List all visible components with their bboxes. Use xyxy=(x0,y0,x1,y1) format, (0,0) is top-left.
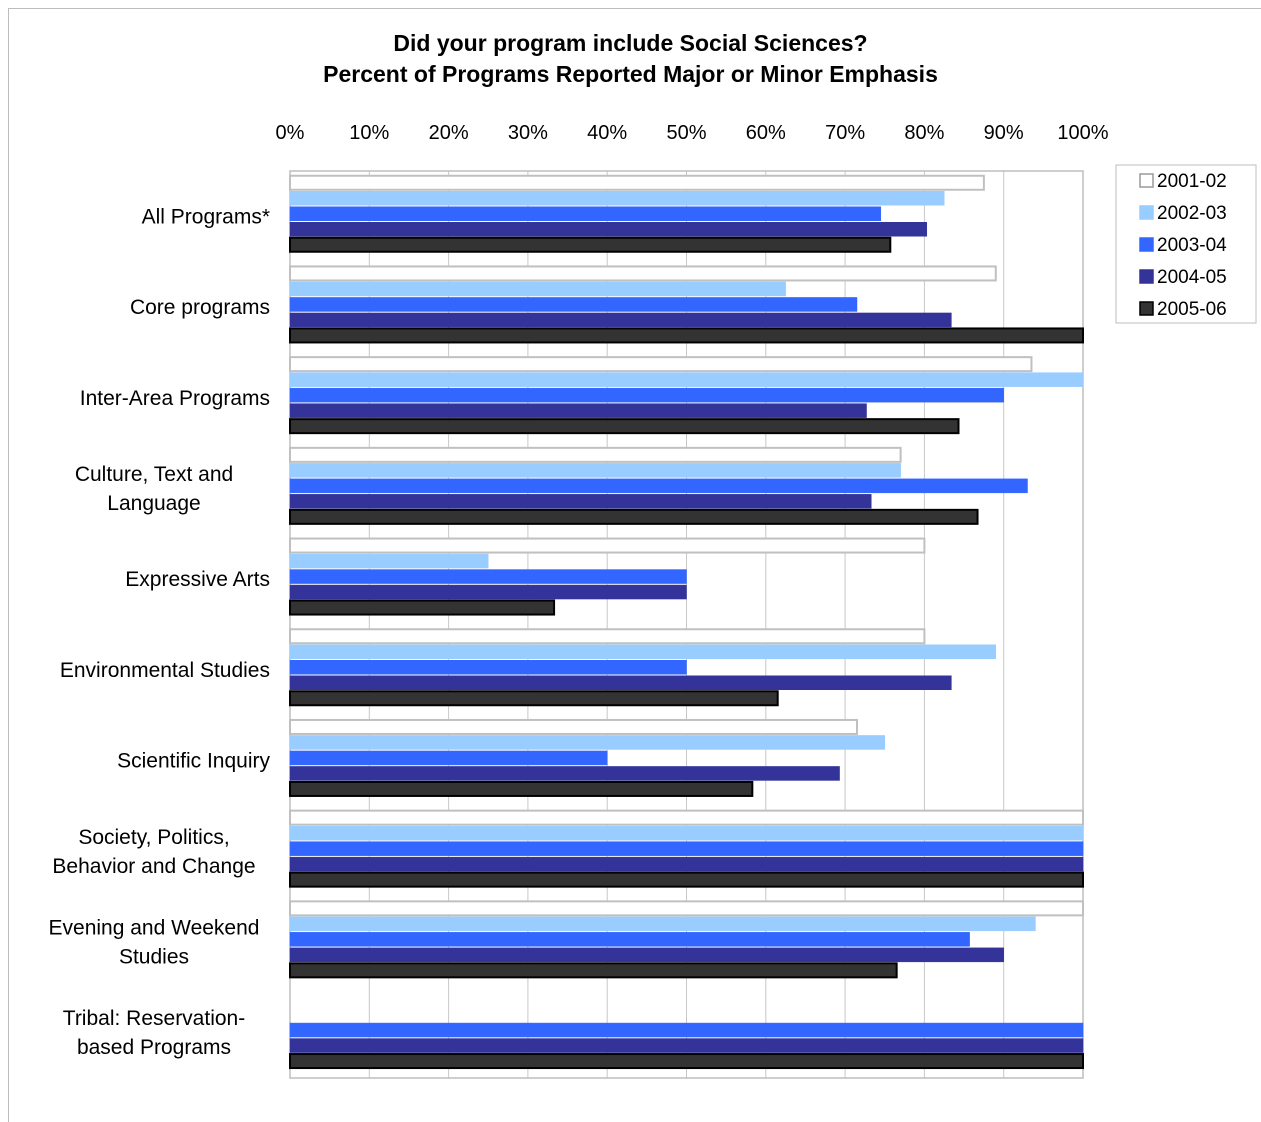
bar xyxy=(289,372,1084,387)
x-tick-label: 0% xyxy=(276,122,305,144)
bar xyxy=(289,780,754,797)
legend-swatch xyxy=(1139,173,1154,188)
bar xyxy=(289,1022,1084,1038)
x-tick-label: 70% xyxy=(825,122,865,144)
x-tick-label: 90% xyxy=(984,122,1024,144)
bar xyxy=(289,1038,1084,1053)
legend-label: 2004-05 xyxy=(1157,267,1227,288)
bar xyxy=(289,494,872,509)
category-label: Evening and Weekend xyxy=(49,916,260,939)
bar xyxy=(289,265,997,282)
chart-title: Did your program include Social Sciences… xyxy=(393,30,868,56)
category-label: Core programs xyxy=(130,296,270,319)
bar xyxy=(289,947,1004,963)
chart-title-block: Did your program include Social Sciences… xyxy=(0,28,1261,90)
bar xyxy=(289,1053,1084,1070)
category-label: All Programs* xyxy=(142,205,270,228)
bar xyxy=(289,281,786,297)
bars xyxy=(289,174,1084,1070)
bar xyxy=(289,446,902,463)
bar xyxy=(289,463,901,478)
category-label: Scientific Inquiry xyxy=(117,750,270,773)
bar xyxy=(289,403,867,418)
bar xyxy=(289,508,979,525)
bar xyxy=(289,718,858,735)
category-label: Behavior and Change xyxy=(52,855,255,878)
legend-swatch xyxy=(1139,205,1154,220)
legend: 2001-02 2002-03 2003-04 2004-05 2005-06 xyxy=(1115,164,1257,324)
bar xyxy=(289,809,1084,826)
category-label: based Programs xyxy=(77,1036,231,1059)
bar xyxy=(289,660,687,675)
bar xyxy=(289,312,952,328)
bar xyxy=(289,841,1084,856)
bar xyxy=(289,569,687,584)
bar xyxy=(289,856,1084,872)
bar xyxy=(289,871,1084,888)
plot-area-border xyxy=(289,170,1084,1079)
bar xyxy=(289,553,489,569)
bar xyxy=(289,750,608,766)
legend-swatch xyxy=(1139,269,1154,284)
bar xyxy=(289,222,928,237)
bar xyxy=(289,387,1004,403)
bar xyxy=(289,735,885,750)
x-tick-label: 100% xyxy=(1057,122,1108,144)
category-label: Expressive Arts xyxy=(125,568,270,591)
category-label: Society, Politics, xyxy=(78,826,229,849)
category-label: Inter-Area Programs xyxy=(80,387,270,410)
bar xyxy=(289,690,779,707)
bar xyxy=(289,297,858,312)
chart-subtitle: Percent of Programs Reported Major or Mi… xyxy=(323,61,938,87)
category-label: Environmental Studies xyxy=(60,659,270,682)
legend-swatch xyxy=(1139,237,1154,252)
chart-frame xyxy=(8,8,1261,1122)
bar xyxy=(289,584,687,600)
x-tick-label: 60% xyxy=(746,122,786,144)
legend-label: 2005-06 xyxy=(1157,299,1227,320)
x-tick-label: 20% xyxy=(429,122,469,144)
x-tick-label: 10% xyxy=(349,122,389,144)
legend-swatch xyxy=(1139,301,1154,316)
bar xyxy=(289,900,1084,917)
category-labels: All Programs* Core programs Inter-Area Pro… xyxy=(49,205,271,1059)
legend-label: 2003-04 xyxy=(1157,235,1227,256)
bar xyxy=(289,766,840,781)
bar xyxy=(289,418,960,435)
legend-label: 2001-02 xyxy=(1157,171,1227,192)
bar xyxy=(289,932,970,947)
x-tick-label: 40% xyxy=(587,122,627,144)
bar xyxy=(289,537,926,554)
bar xyxy=(289,825,1084,841)
bar xyxy=(289,628,926,645)
bar xyxy=(289,356,1033,373)
bar xyxy=(289,236,892,253)
category-label: Culture, Text and xyxy=(75,463,233,486)
legend-label: 2002-03 xyxy=(1157,203,1227,224)
bar xyxy=(289,644,997,659)
x-tick-label: 50% xyxy=(666,122,706,144)
category-label: Tribal: Reservation- xyxy=(63,1007,245,1030)
bar xyxy=(289,191,945,206)
bar xyxy=(289,327,1084,344)
bar xyxy=(289,675,952,690)
bar xyxy=(289,916,1036,932)
x-tick-labels: 0% 10% 20% 30% 40% 50% 60% 70% 80% 90% 100% xyxy=(276,122,1109,144)
bar xyxy=(289,599,556,616)
bar xyxy=(289,174,985,191)
x-tick-label: 80% xyxy=(904,122,944,144)
bar xyxy=(289,478,1028,494)
category-label: Studies xyxy=(119,945,189,968)
bar xyxy=(289,206,882,221)
category-label: Language xyxy=(107,492,200,515)
x-tick-label: 30% xyxy=(508,122,548,144)
bar xyxy=(289,962,898,979)
